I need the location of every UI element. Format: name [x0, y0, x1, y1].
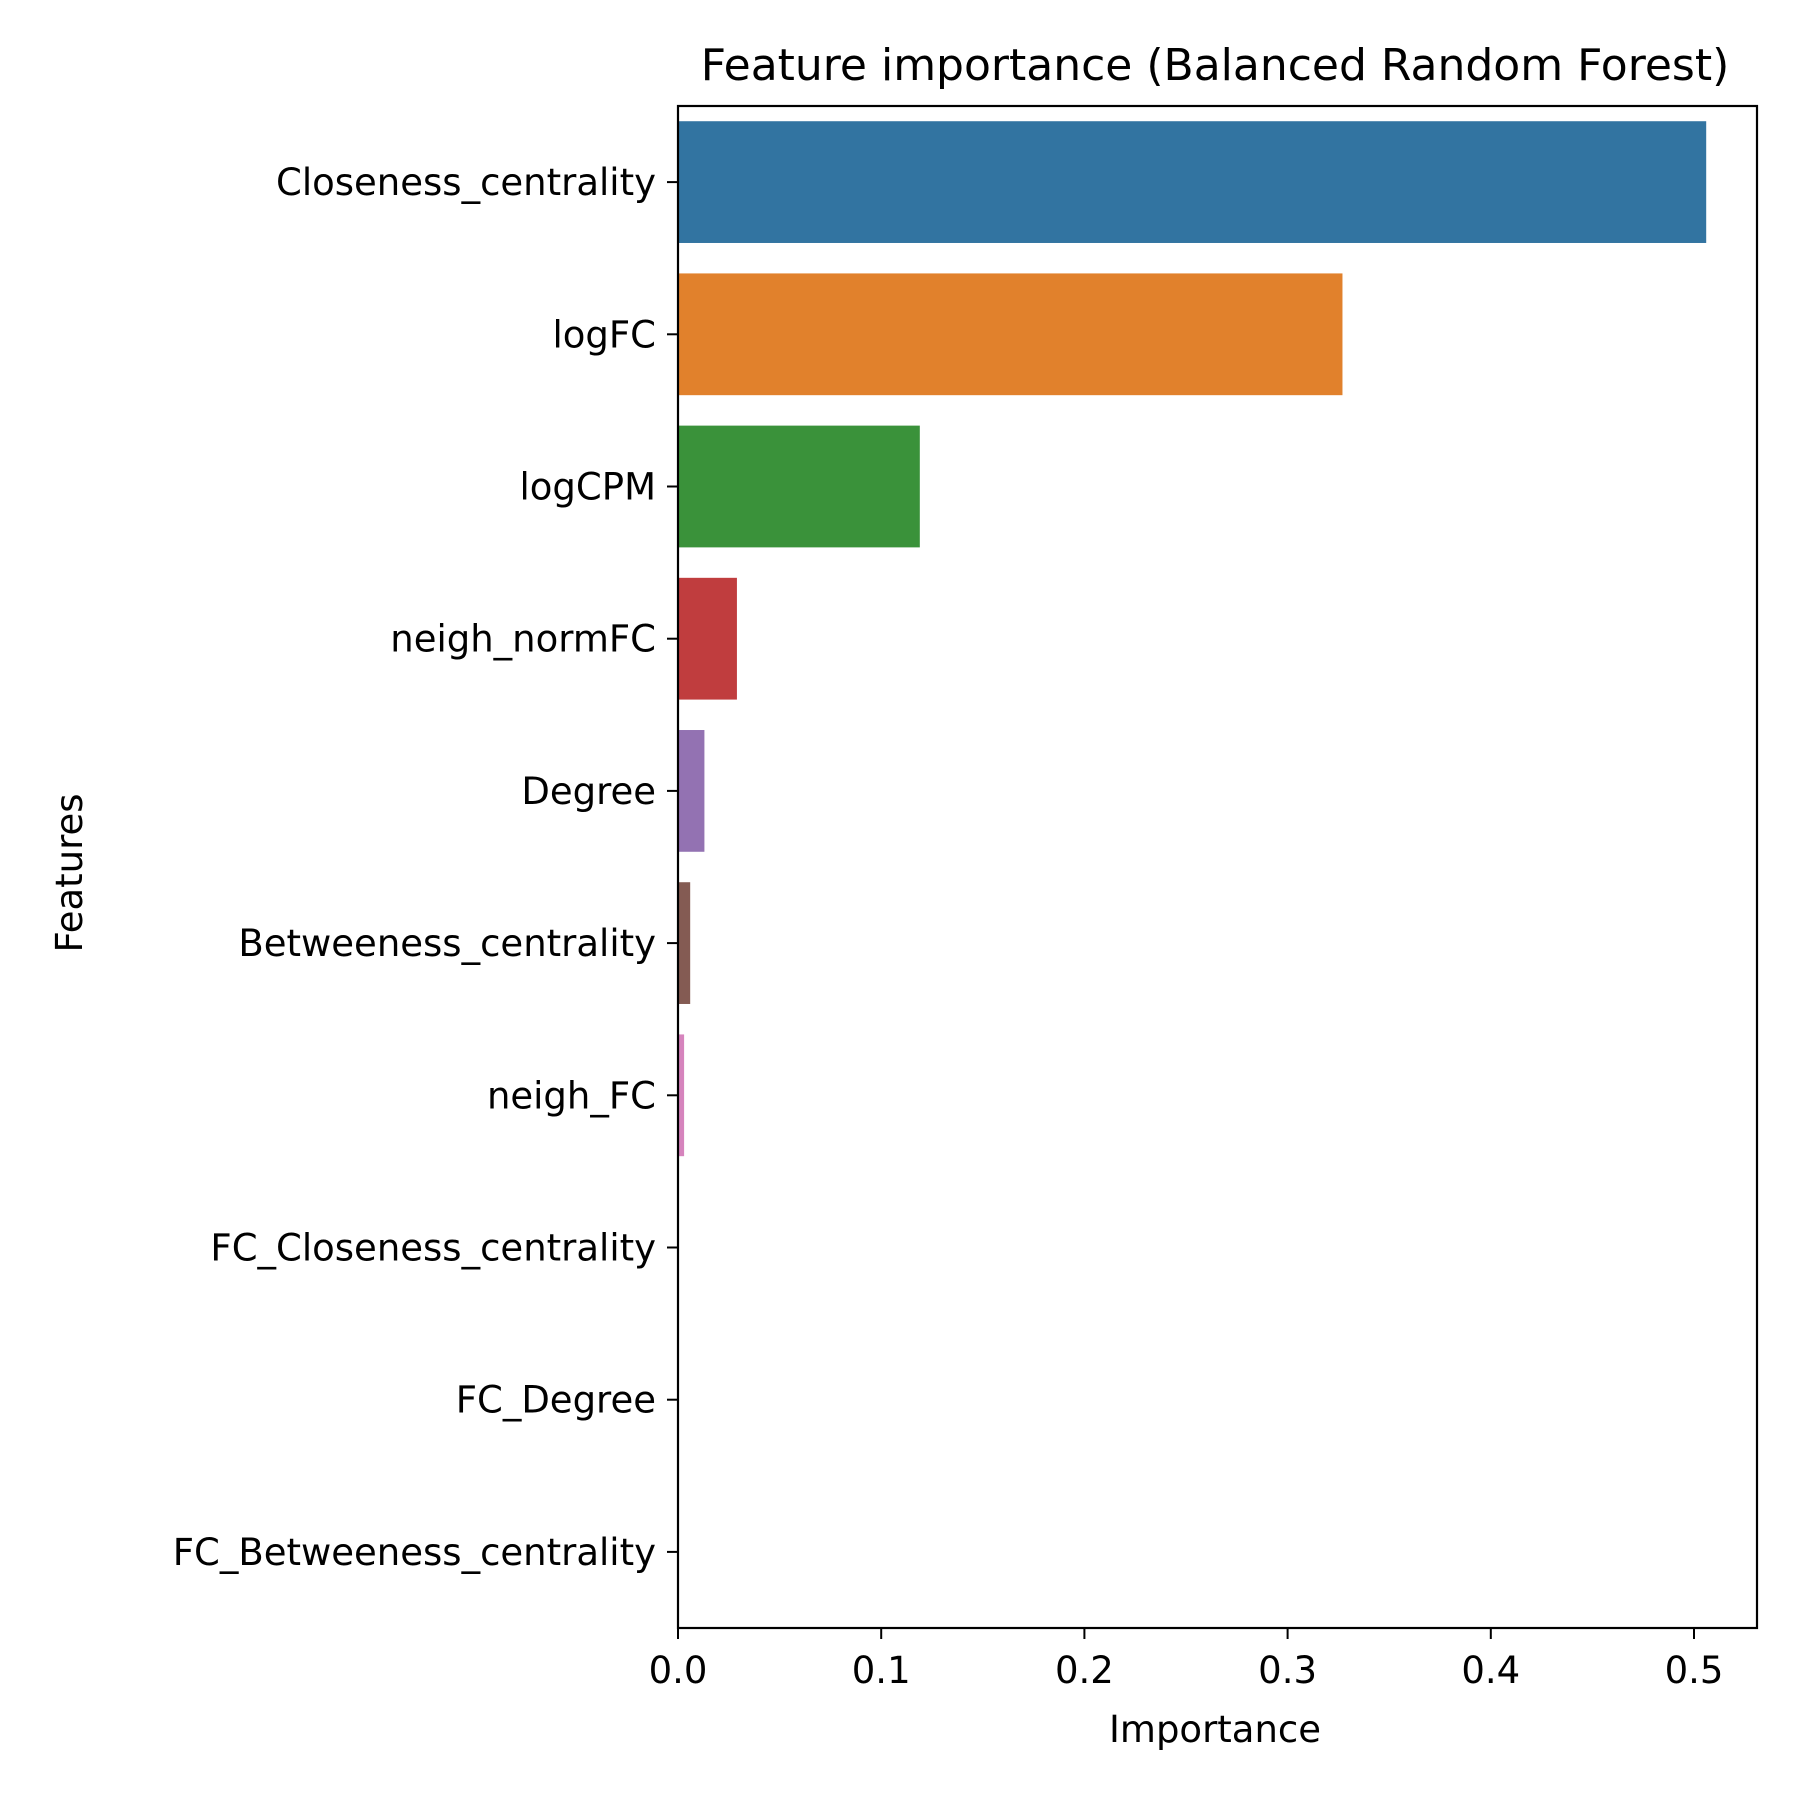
x-axis-label: Importance	[1109, 1708, 1321, 1751]
y-tick-label: Closeness_centrality	[276, 161, 656, 204]
bar-logfc	[678, 273, 1343, 396]
y-tick-label: FC_Degree	[456, 1379, 656, 1422]
bar-neigh-fc	[678, 1034, 685, 1157]
x-tick-label: 0.2	[1055, 1649, 1114, 1692]
x-tick-label: 0.4	[1461, 1649, 1520, 1692]
y-tick-label: neigh_normFC	[390, 618, 656, 661]
plot-frame	[676, 104, 1759, 1630]
x-tick-label: 0.3	[1258, 1649, 1317, 1692]
y-tick-label: Betweeness_centrality	[238, 922, 656, 965]
y-tick-label: Degree	[521, 770, 656, 813]
bar-closeness-centrality	[678, 121, 1707, 243]
bar-betweeness-centrality	[678, 882, 691, 1004]
bar-neigh-normfc	[678, 577, 737, 700]
y-tick-label: logFC	[552, 313, 656, 356]
y-tick-label: FC_Closeness_centrality	[210, 1227, 656, 1270]
x-tick-label: 0.0	[649, 1649, 708, 1692]
y-axis-label: Features	[48, 793, 91, 952]
x-tick-label: 0.1	[852, 1649, 911, 1692]
bar-degree	[678, 730, 705, 852]
y-tick-label: neigh_FC	[487, 1074, 656, 1117]
y-tick-label: logCPM	[520, 466, 656, 509]
bar-logcpm	[678, 425, 920, 548]
y-tick-label: FC_Betweeness_centrality	[173, 1531, 656, 1574]
chart-title: Feature importance (Balanced Random Fore…	[701, 40, 1730, 91]
x-tick-label: 0.5	[1665, 1649, 1724, 1692]
y-ticks-layer: Closeness_centrality logFC logCPM neigh_nor…	[173, 161, 678, 1574]
x-ticks-layer: 0.0 0.1 0.2 0.3 0.4 0.5	[649, 1628, 1724, 1692]
bars-layer	[678, 121, 1707, 1157]
